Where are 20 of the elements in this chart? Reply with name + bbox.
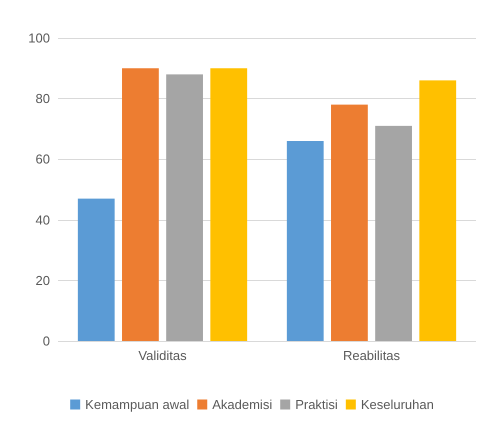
y-tick-label: 60: [36, 152, 50, 167]
legend-label: Kemampuan awal: [85, 397, 190, 412]
y-tick-label: 40: [36, 212, 50, 228]
y-tick-label: 20: [36, 272, 50, 288]
bar: [122, 68, 159, 341]
legend-label: Praktisi: [295, 397, 338, 412]
x-tick-label: Reabilitas: [342, 348, 401, 363]
y-tick-label: 80: [36, 91, 50, 106]
bar: [419, 80, 456, 341]
bar: [375, 126, 412, 341]
bar: [166, 74, 203, 341]
legend-label: Keseluruhan: [360, 397, 434, 412]
bar: [78, 198, 115, 341]
legend-label: Akademisi: [212, 397, 272, 412]
bar: [331, 104, 368, 341]
bar: [286, 141, 324, 341]
y-tick-label: 0: [42, 334, 50, 348]
y-tick-label: 100: [28, 30, 50, 46]
x-tick-label: Validitas: [138, 348, 188, 363]
bar: [210, 68, 248, 341]
